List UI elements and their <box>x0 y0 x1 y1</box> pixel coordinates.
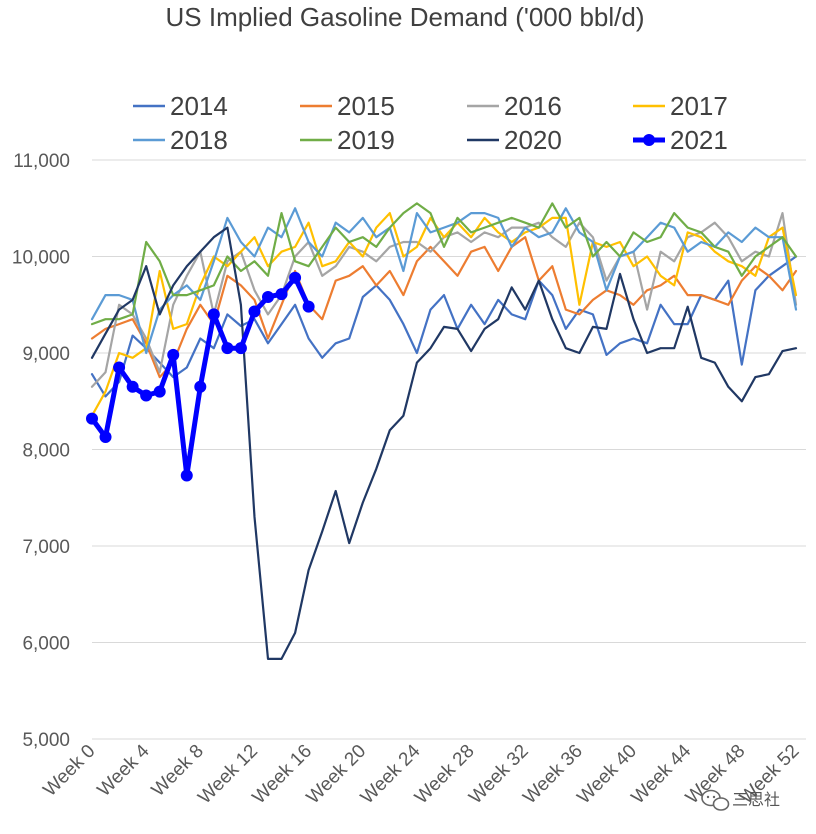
legend-item-2014: 2014 <box>133 91 228 121</box>
legend-item-2016: 2016 <box>467 91 562 121</box>
gridlines <box>92 159 806 740</box>
point-2021 <box>99 430 112 443</box>
series-lines <box>86 202 798 661</box>
y-tick-label: 7,000 <box>22 537 70 558</box>
y-tick-label: 8,000 <box>22 441 70 462</box>
series-line-2016 <box>90 212 798 388</box>
legend-item-2019: 2019 <box>300 125 395 155</box>
series-line-2019 <box>90 202 798 326</box>
legend-label: 2017 <box>670 91 728 121</box>
point-2021 <box>221 342 234 355</box>
point-2021 <box>140 389 153 402</box>
y-tick-label: 11,000 <box>13 151 70 172</box>
series-line-2018 <box>90 207 798 355</box>
point-2021 <box>167 348 180 361</box>
point-2021 <box>262 291 274 304</box>
wechat-icon <box>701 789 730 811</box>
point-2021 <box>153 385 166 398</box>
y-tick-label: 5,000 <box>22 730 70 751</box>
point-2021 <box>180 469 193 482</box>
point-2021 <box>86 412 98 425</box>
watermark: 三思社 <box>701 789 780 811</box>
point-2021 <box>126 380 139 393</box>
legend-marker <box>643 134 655 146</box>
point-2021 <box>194 380 207 393</box>
legend-label: 2018 <box>170 125 228 155</box>
legend: 2014 2015 2016 2017 2018 2019 2020 2021 <box>133 91 728 155</box>
series-line-2020 <box>90 226 798 661</box>
point-2021 <box>248 305 261 318</box>
point-2021 <box>289 271 302 284</box>
x-tick-label: Week 4 <box>94 740 154 800</box>
point-2021 <box>207 308 220 321</box>
y-axis-ticks: 5,000 6,000 7,000 8,000 9,000 10,000 11,000 <box>12 151 70 751</box>
chart-title: US Implied Gasoline Demand ('000 bbl/d) <box>166 2 645 32</box>
point-2021 <box>275 288 288 301</box>
series-line-2017 <box>90 212 798 417</box>
legend-item-2017: 2017 <box>633 91 728 121</box>
y-tick-label: 10,000 <box>12 248 70 269</box>
legend-label: 2019 <box>337 125 395 155</box>
point-2021 <box>302 300 315 313</box>
legend-item-2018: 2018 <box>133 125 228 155</box>
legend-item-2015: 2015 <box>300 91 395 121</box>
legend-item-2021: 2021 <box>633 125 728 155</box>
point-2021 <box>234 342 247 355</box>
y-tick-label: 6,000 <box>22 634 70 655</box>
y-tick-label: 9,000 <box>22 344 70 365</box>
watermark-text: 三思社 <box>732 791 780 809</box>
legend-label: 2016 <box>504 91 562 121</box>
legend-label: 2015 <box>337 91 395 121</box>
legend-label: 2020 <box>504 125 562 155</box>
legend-label: 2014 <box>170 91 228 121</box>
point-2021 <box>113 361 126 374</box>
legend-item-2020: 2020 <box>467 125 562 155</box>
legend-label: 2021 <box>670 125 728 155</box>
